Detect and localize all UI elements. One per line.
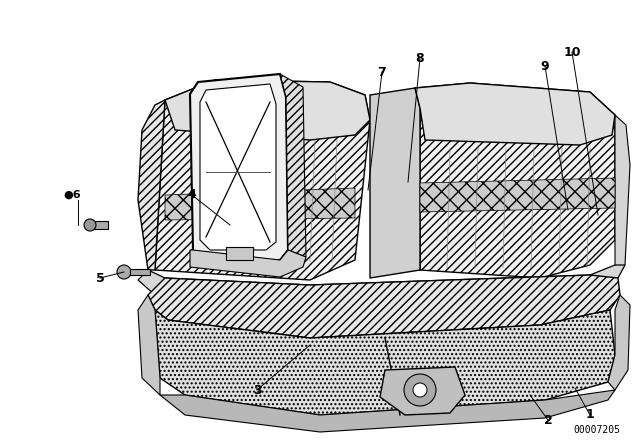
Polygon shape (138, 265, 625, 305)
Polygon shape (155, 80, 370, 280)
Polygon shape (190, 74, 288, 260)
Circle shape (404, 374, 436, 406)
Polygon shape (420, 178, 615, 212)
Text: 3: 3 (253, 383, 261, 396)
Polygon shape (415, 83, 615, 278)
Polygon shape (165, 80, 370, 140)
Polygon shape (168, 308, 605, 342)
Circle shape (84, 219, 96, 231)
Text: 5: 5 (95, 271, 104, 284)
Polygon shape (160, 390, 615, 432)
Polygon shape (165, 188, 355, 220)
Polygon shape (138, 100, 165, 270)
Text: 7: 7 (378, 65, 387, 78)
Text: 1: 1 (586, 409, 595, 422)
Text: 10: 10 (563, 46, 580, 59)
Polygon shape (200, 84, 276, 250)
Polygon shape (280, 74, 306, 257)
Text: 2: 2 (543, 414, 552, 426)
Text: 8: 8 (416, 52, 424, 65)
Polygon shape (190, 250, 306, 277)
Circle shape (413, 383, 427, 397)
Text: 4: 4 (188, 189, 196, 202)
Text: ●6: ●6 (63, 190, 81, 200)
Polygon shape (415, 83, 615, 145)
Polygon shape (608, 295, 630, 390)
Polygon shape (155, 310, 615, 415)
Polygon shape (92, 221, 108, 229)
Polygon shape (370, 88, 420, 278)
Text: 9: 9 (541, 60, 549, 73)
Polygon shape (226, 247, 253, 260)
Polygon shape (148, 275, 620, 338)
Polygon shape (380, 367, 465, 415)
Polygon shape (615, 115, 630, 270)
Polygon shape (138, 295, 160, 395)
Circle shape (117, 265, 131, 279)
Polygon shape (130, 269, 150, 275)
Text: 00007205: 00007205 (573, 425, 620, 435)
